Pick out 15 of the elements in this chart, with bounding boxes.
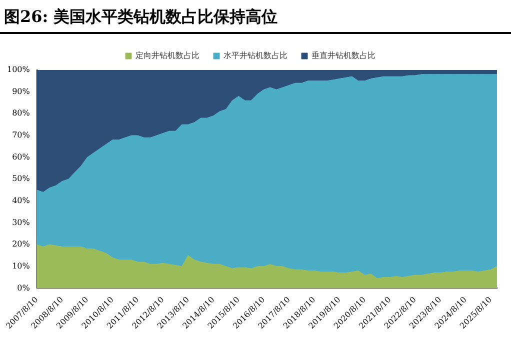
y-tick-label: 80%: [12, 108, 30, 118]
y-tick-label: 90%: [12, 86, 30, 96]
y-tick-label: 40%: [12, 196, 30, 205]
y-tick-label: 10%: [12, 261, 30, 270]
legend-label: 定向井钻机数占比: [136, 51, 200, 60]
chart-title: 图26: 美国水平类钻机数占比保持高位: [0, 0, 511, 34]
legend-label: 垂直井钻机数占比: [312, 51, 376, 60]
y-tick-label: 50%: [12, 174, 30, 184]
y-tick-label: 20%: [12, 240, 30, 249]
y-tick-label: 100%: [6, 65, 30, 74]
y-tick-label: 0%: [17, 283, 30, 292]
y-tick-label: 60%: [12, 152, 30, 162]
legend-label: 水平井钻机数占比: [224, 51, 288, 60]
y-tick-label: 70%: [12, 130, 30, 140]
y-tick-label: 30%: [12, 218, 30, 227]
